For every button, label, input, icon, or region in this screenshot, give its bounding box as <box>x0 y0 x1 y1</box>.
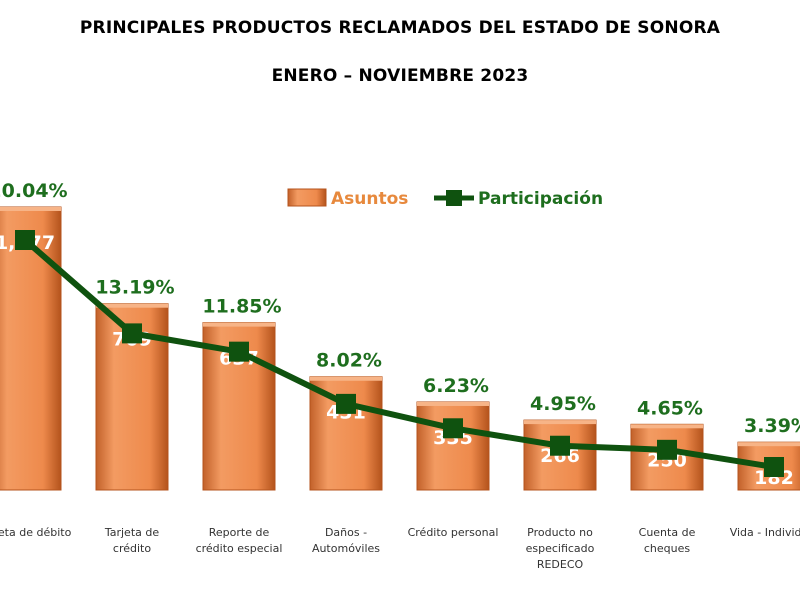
category-label-1-1: crédito <box>113 542 151 555</box>
participacion-value-label-7: 3.39% <box>744 415 800 437</box>
chart-subtitle: ENERO – NOVIEMBRE 2023 <box>271 66 529 86</box>
category-label-5-1: especificado <box>526 542 595 555</box>
participacion-point-6 <box>657 439 677 460</box>
category-label-6-0: Cuenta de <box>639 526 696 539</box>
category-label-3-0: Daños - <box>325 526 367 539</box>
participacion-point-1 <box>122 323 142 344</box>
category-label-0-0: Tarjeta de débito <box>0 526 72 539</box>
participacion-value-label-6: 4.65% <box>637 397 703 419</box>
bar-top-7 <box>738 442 800 447</box>
category-label-7-0: Vida - Individual <box>730 526 800 539</box>
legend-participacion-marker <box>446 190 462 206</box>
participacion-value-label-2: 11.85% <box>202 296 281 318</box>
bar-0 <box>0 206 62 491</box>
participacion-value-label-5: 4.95% <box>530 393 596 415</box>
category-label-2-1: crédito especial <box>196 542 283 555</box>
chart-title: PRINCIPALES PRODUCTOS RECLAMADOS DEL EST… <box>79 18 721 38</box>
category-label-3-1: Automóviles <box>312 542 380 555</box>
bar-top-6 <box>631 424 703 429</box>
legend: Asuntos Participación <box>287 188 603 209</box>
participacion-value-label-0: 20.04% <box>0 180 68 202</box>
participacion-line <box>23 237 775 470</box>
participacion-point-7 <box>764 457 784 477</box>
participacion-value-label-4: 6.23% <box>423 375 489 397</box>
participacion-point-2 <box>229 341 249 362</box>
bar-4 <box>416 401 490 491</box>
bar-top-4 <box>417 401 489 406</box>
category-label-6-1: cheques <box>644 542 691 555</box>
category-label-2-0: Reporte de <box>209 526 270 539</box>
legend-participacion-label: Participación <box>478 189 603 209</box>
bar-top-2 <box>203 322 275 327</box>
legend-asuntos-swatch <box>287 188 327 207</box>
bar-top-0 <box>0 207 61 211</box>
participacion-point-5 <box>550 435 570 456</box>
category-label-4-0: Crédito personal <box>408 526 499 539</box>
category-label-1-0: Tarjeta de <box>104 526 160 539</box>
bar-top-5 <box>524 420 596 425</box>
bar-top-1 <box>96 303 168 308</box>
category-label-5-0: Producto no <box>527 526 593 539</box>
category-label-5-2: REDECO <box>537 558 584 571</box>
participacion-point-0 <box>15 230 35 250</box>
participacion-value-label-3: 8.02% <box>316 350 382 372</box>
participacion-value-label-1: 13.19% <box>95 277 174 299</box>
legend-asuntos-label: Asuntos <box>331 189 408 209</box>
participacion-point-3 <box>336 393 356 414</box>
participacion-point-4 <box>443 418 463 439</box>
bar-top-3 <box>310 376 382 381</box>
